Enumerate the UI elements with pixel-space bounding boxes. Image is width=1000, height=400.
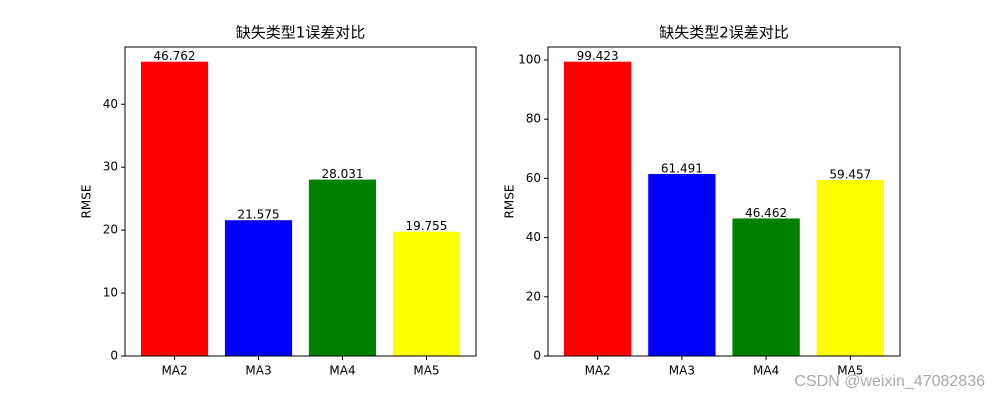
watermark: CSDN @weixin_47082836 xyxy=(794,373,985,390)
subplot: 缺失类型1误差对比 RMSE 0 10 20 30 40 46.762 MA2 21.575 MA3… xyxy=(80,24,477,378)
chart-title: 缺失类型1误差对比 xyxy=(236,24,366,42)
bar xyxy=(224,220,293,356)
y-tick-label: 80 xyxy=(526,112,541,126)
x-tick-label: MA4 xyxy=(329,364,355,378)
x-tick-label: MA5 xyxy=(837,364,863,378)
y-tick-label: 20 xyxy=(526,289,541,303)
value-label: 28.031 xyxy=(321,167,363,181)
y-axis-label: RMSE xyxy=(503,185,517,219)
value-label: 61.491 xyxy=(661,161,703,175)
bar xyxy=(648,173,716,356)
bar xyxy=(732,218,800,356)
subplot: 缺失类型2误差对比 RMSE 0 20 40 60 80 100 99.423 MA2 61.491… xyxy=(503,24,901,378)
x-tick-label: MA2 xyxy=(161,364,187,378)
x-tick-label: MA4 xyxy=(753,364,779,378)
y-tick-label: 20 xyxy=(103,223,118,237)
value-label: 99.423 xyxy=(577,49,619,63)
value-label: 21.575 xyxy=(238,208,280,222)
bar xyxy=(308,179,377,356)
bar xyxy=(816,180,884,356)
x-tick-label: MA3 xyxy=(669,364,695,378)
y-tick-label: 10 xyxy=(103,286,118,300)
y-tick-label: 60 xyxy=(526,171,541,185)
bar xyxy=(392,231,461,356)
y-tick-label: 100 xyxy=(518,52,541,66)
value-label: 46.462 xyxy=(745,206,787,220)
plot-frame xyxy=(547,46,901,357)
plot-frame xyxy=(124,46,477,357)
y-axis-label: RMSE xyxy=(80,185,94,219)
x-tick-label: MA5 xyxy=(413,364,439,378)
y-tick-label: 40 xyxy=(103,97,118,111)
y-tick-label: 0 xyxy=(110,349,118,363)
y-tick-label: 40 xyxy=(526,230,541,244)
bar xyxy=(564,61,632,357)
chart-title: 缺失类型2误差对比 xyxy=(659,24,789,42)
bar xyxy=(140,61,209,357)
x-tick-label: MA2 xyxy=(585,364,611,378)
value-label: 59.457 xyxy=(829,168,871,182)
y-tick-label: 30 xyxy=(103,160,118,174)
y-tick-label: 0 xyxy=(533,349,541,363)
x-tick-label: MA3 xyxy=(245,364,271,378)
value-label: 19.755 xyxy=(405,219,447,233)
value-label: 46.762 xyxy=(154,49,196,63)
